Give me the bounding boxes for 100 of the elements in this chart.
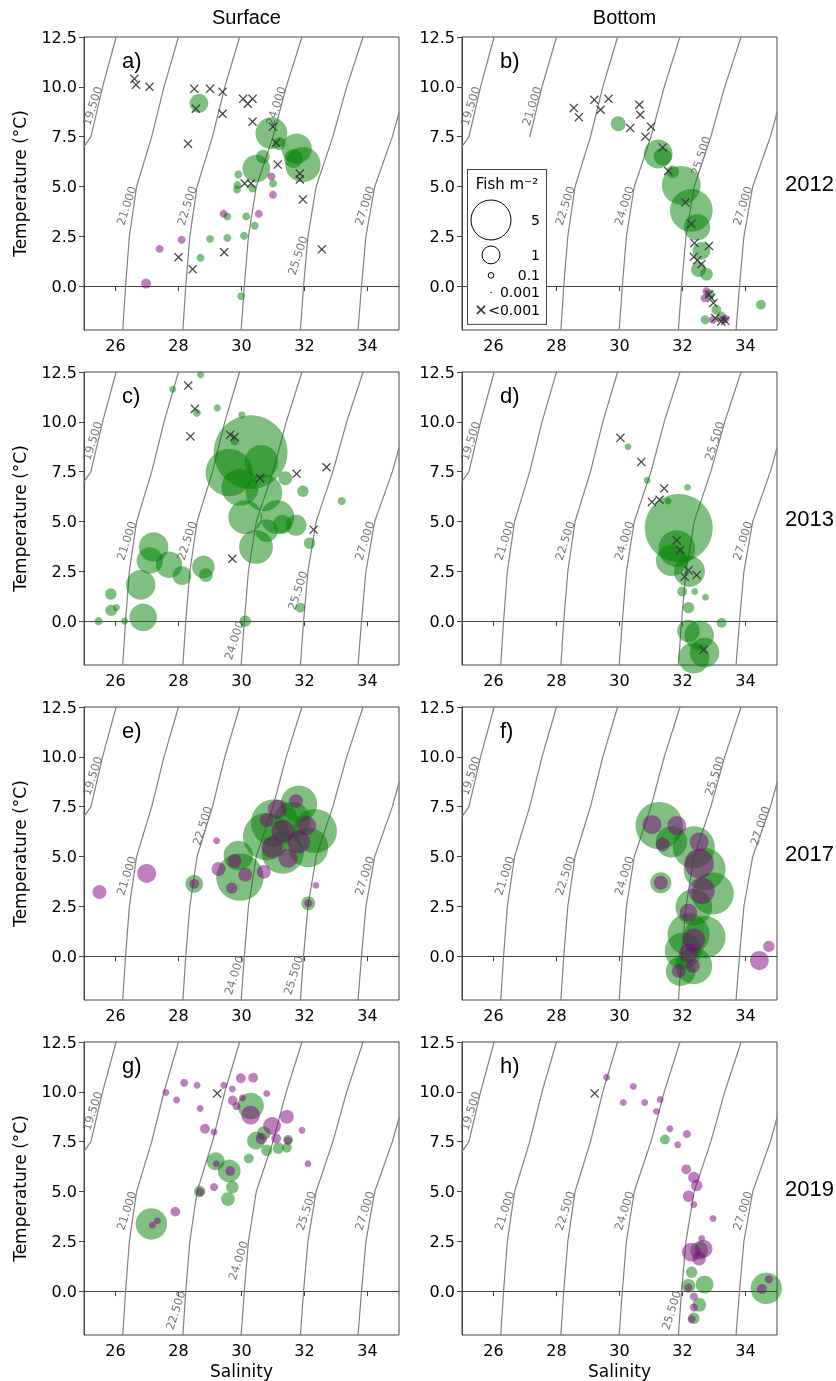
y-tick-label: 2.5 xyxy=(51,1231,77,1251)
text: 27.000 xyxy=(351,184,378,227)
legend-title: Fish m⁻² xyxy=(475,175,539,194)
text: 27.000 xyxy=(729,519,756,562)
y-tick-label: 10.0 xyxy=(41,412,77,432)
y-tick-label: 10.0 xyxy=(419,77,455,97)
y-tick-label: 2.5 xyxy=(429,1231,455,1251)
y-axis-title: Temperature (°C) xyxy=(9,1115,30,1263)
x-tick-label: 26 xyxy=(483,670,504,690)
y2-axis-title: 2013 xyxy=(785,506,834,531)
text: 22.500 xyxy=(552,519,578,562)
text: 19.500 xyxy=(457,84,484,128)
x-tick-label: 34 xyxy=(735,335,756,355)
x-tick-label: 32 xyxy=(294,1340,315,1360)
x-tick-label: 28 xyxy=(168,1005,189,1025)
text: 22.500 xyxy=(174,184,200,227)
legend-label: 0.1 xyxy=(517,267,540,284)
x-tick-label: 26 xyxy=(105,670,126,690)
chart-title: Surface xyxy=(212,6,281,28)
y-tick-label: 5.0 xyxy=(429,846,455,866)
x-tick-label: 34 xyxy=(735,1340,756,1360)
text: 22.500 xyxy=(162,1288,189,1332)
y-tick-label: 7.5 xyxy=(51,797,77,817)
text: 22.500 xyxy=(174,519,200,562)
annotation: b) xyxy=(500,47,520,73)
y-tick-label: 7.5 xyxy=(51,462,77,482)
text: 27.000 xyxy=(729,1189,756,1232)
y-tick-label: 0.0 xyxy=(51,276,77,296)
annotation: e) xyxy=(122,717,142,743)
y-tick-label: 10.0 xyxy=(41,747,77,767)
y2-axis-title: 2017 xyxy=(785,841,834,866)
y-axis-title: Temperature (°C) xyxy=(9,780,30,928)
legend-label: 5 xyxy=(531,212,540,229)
y-tick-label: 12.5 xyxy=(41,1032,77,1052)
text: 25.500 xyxy=(293,1189,319,1232)
x-tick-label: 30 xyxy=(231,1005,252,1025)
text: 19.500 xyxy=(457,1089,484,1133)
y-tick-label: 7.5 xyxy=(429,462,455,482)
text: 22.500 xyxy=(552,1189,578,1232)
x-tick-label: 34 xyxy=(357,1005,378,1025)
y-tick-label: 5.0 xyxy=(51,176,77,196)
x-tick-label: 30 xyxy=(609,335,630,355)
y-tick-label: 12.5 xyxy=(419,27,455,47)
text: 24.000 xyxy=(263,84,289,128)
y-tick-label: 2.5 xyxy=(51,561,77,581)
x-tick-label: 28 xyxy=(168,670,189,690)
x-tick-label: 32 xyxy=(672,1005,693,1025)
x-tick-label: 34 xyxy=(735,1005,756,1025)
x-tick-label: 30 xyxy=(609,1340,630,1360)
text: 19.500 xyxy=(79,419,106,463)
y-tick-label: 5.0 xyxy=(429,1181,455,1201)
y-tick-label: 10.0 xyxy=(419,412,455,432)
legend-label: 0.001 xyxy=(499,284,540,301)
y-tick-label: 2.5 xyxy=(51,896,77,916)
text: 19.500 xyxy=(457,419,484,463)
y-tick-label: 2.5 xyxy=(429,226,455,246)
x-tick-label: 32 xyxy=(672,335,693,355)
y2-axis-title: 2012 xyxy=(785,171,834,196)
text: 19.500 xyxy=(457,754,484,798)
text: 24.000 xyxy=(611,1189,637,1232)
text: 19.500 xyxy=(79,754,106,798)
x-tick-label: 26 xyxy=(483,1005,504,1025)
y-tick-label: 0.0 xyxy=(51,946,77,966)
y-tick-label: 0.0 xyxy=(429,1281,455,1301)
x-tick-label: 26 xyxy=(483,1340,504,1360)
y2-axis-title: 2019 xyxy=(785,1176,834,1201)
y-tick-label: 10.0 xyxy=(419,1082,455,1102)
annotation: h) xyxy=(500,1052,520,1078)
y-tick-label: 0.0 xyxy=(51,1281,77,1301)
y-tick-label: 5.0 xyxy=(51,1181,77,1201)
text: 21.000 xyxy=(518,84,545,128)
y-tick-label: 0.0 xyxy=(429,276,455,296)
text: 27.000 xyxy=(351,519,378,562)
x-tick-label: 34 xyxy=(357,1340,378,1360)
annotation: a) xyxy=(122,47,142,73)
text: 19.500 xyxy=(79,1089,106,1133)
text: 27.000 xyxy=(729,184,756,227)
x-tick-label: 28 xyxy=(546,670,567,690)
annotation: g) xyxy=(122,1052,142,1078)
legend-label: <0.001 xyxy=(488,301,540,318)
y-tick-label: 10.0 xyxy=(41,77,77,97)
text: 24.000 xyxy=(611,854,637,897)
y-tick-label: 12.5 xyxy=(419,1032,455,1052)
x-tick-label: 26 xyxy=(105,1340,126,1360)
y-tick-label: 5.0 xyxy=(51,511,77,531)
x-tick-label: 28 xyxy=(546,1340,567,1360)
x-tick-label: 32 xyxy=(672,1340,693,1360)
x-axis-title: Salinity xyxy=(210,1361,273,1381)
text: 19.500 xyxy=(79,84,106,128)
annotation: d) xyxy=(500,382,520,408)
x-tick-label: 30 xyxy=(609,1005,630,1025)
x-tick-label: 26 xyxy=(483,335,504,355)
y-tick-label: 10.0 xyxy=(41,1082,77,1102)
x-tick-label: 30 xyxy=(609,670,630,690)
x-tick-label: 32 xyxy=(294,1005,315,1025)
y-tick-label: 10.0 xyxy=(419,747,455,767)
text: 27.000 xyxy=(351,854,378,897)
y-tick-label: 7.5 xyxy=(51,127,77,147)
size-legend: Fish m⁻² 5 1 0.1 0.001 <0.001 xyxy=(467,169,547,325)
x-tick-label: 30 xyxy=(231,335,252,355)
